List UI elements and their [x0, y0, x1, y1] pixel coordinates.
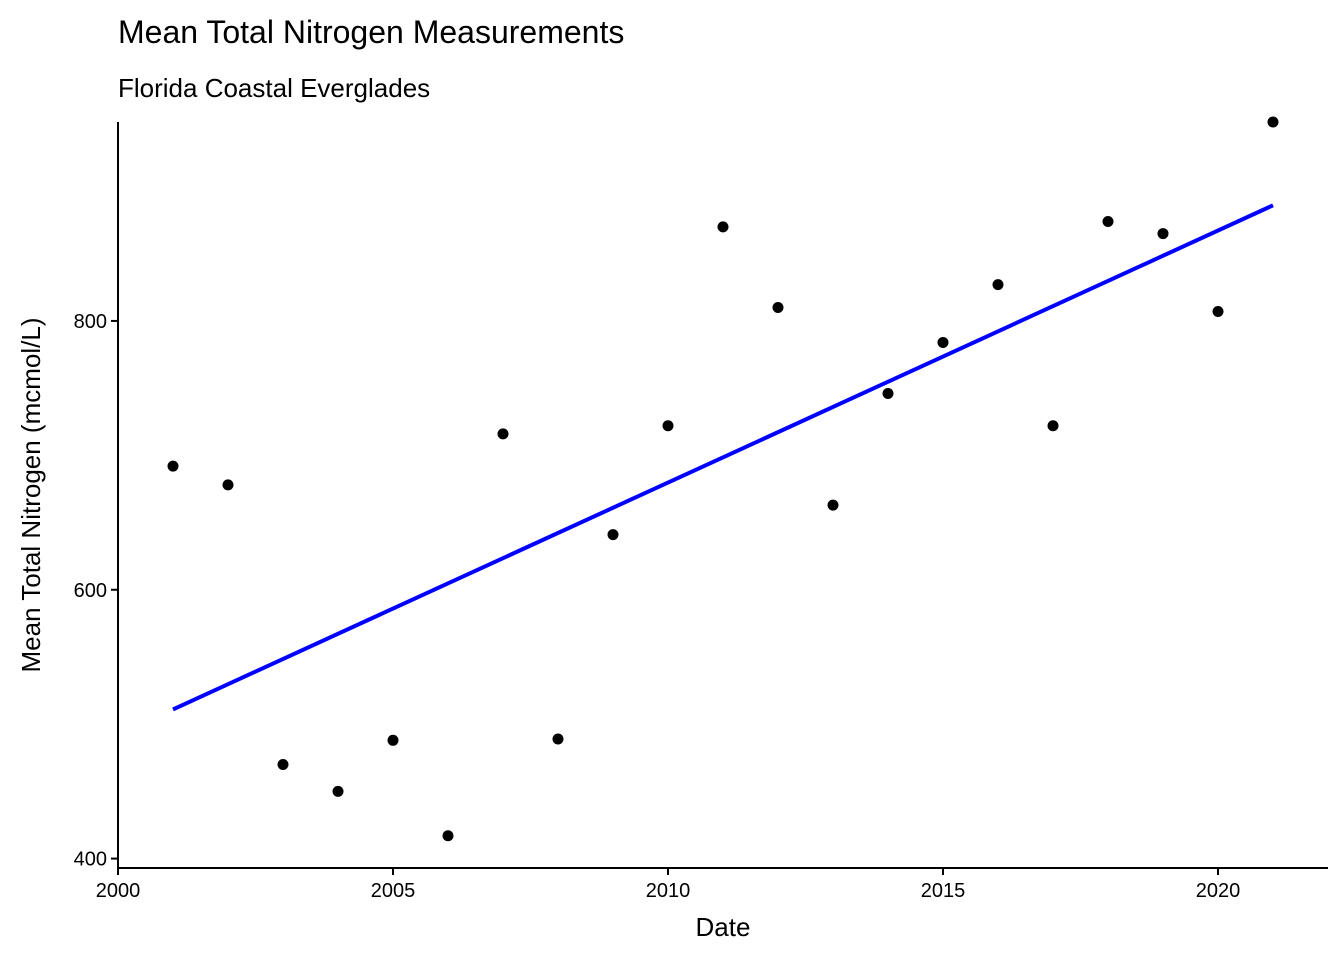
data-point: [277, 759, 289, 771]
data-point: [442, 830, 454, 842]
data-point: [937, 336, 949, 348]
x-axis-title: Date: [696, 912, 751, 942]
data-point: [497, 428, 509, 440]
data-point: [552, 733, 564, 745]
plot-area: [167, 116, 1279, 842]
data-point: [827, 499, 839, 511]
data-point: [1157, 228, 1169, 240]
y-tick-label: 800: [74, 311, 107, 333]
data-point: [387, 734, 399, 746]
data-point: [992, 279, 1004, 291]
data-point: [1267, 116, 1279, 128]
data-point: [1212, 306, 1224, 318]
data-point: [332, 785, 344, 797]
data-point: [1047, 420, 1059, 432]
trend-line: [172, 203, 1274, 712]
data-point: [222, 479, 234, 491]
data-point: [607, 529, 619, 541]
x-tick-label: 2010: [646, 880, 691, 902]
y-tick-label: 600: [74, 580, 107, 602]
x-tick-label: 2015: [921, 880, 966, 902]
y-tick-label: 400: [74, 849, 107, 871]
data-point: [662, 420, 674, 432]
chart-title: Mean Total Nitrogen Measurements: [118, 14, 624, 50]
data-point: [1102, 215, 1114, 227]
y-axis-title: Mean Total Nitrogen (mcmol/L): [16, 318, 46, 673]
x-tick-label: 2000: [96, 880, 141, 902]
x-tick-label: 2020: [1196, 880, 1241, 902]
x-ticks: 2000 2005 2010 2015 2020: [96, 868, 1241, 902]
data-point: [772, 301, 784, 313]
data-point: [717, 221, 729, 233]
data-point: [882, 388, 894, 400]
y-ticks: 400 600 800: [74, 311, 118, 871]
data-point: [167, 460, 179, 472]
x-tick-label: 2005: [371, 880, 416, 902]
chart-subtitle: Florida Coastal Everglades: [118, 73, 430, 103]
